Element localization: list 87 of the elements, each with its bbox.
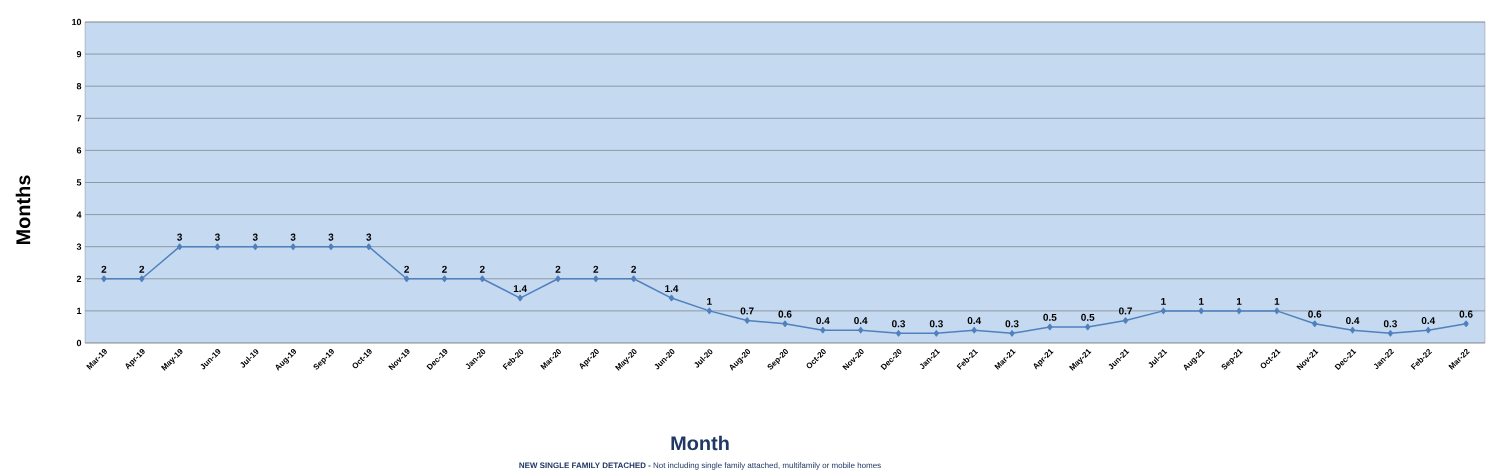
data-label: 2 [442, 265, 447, 273]
data-label: 3 [366, 233, 372, 241]
y-tick-label: 2 [76, 275, 82, 282]
data-label: 0.7 [1119, 307, 1133, 315]
point [1160, 307, 1166, 315]
point [479, 275, 485, 283]
data-label: 0.6 [1308, 310, 1322, 318]
data-label: 1 [1274, 297, 1280, 305]
point [366, 243, 372, 250]
data-label: 0.3 [891, 320, 906, 328]
data-label: 0.4 [967, 317, 982, 325]
point [555, 275, 561, 283]
data-label: 0.3 [1383, 320, 1397, 328]
data-label: 0.4 [854, 317, 868, 325]
data-label: 0.4 [816, 317, 830, 325]
data-label: 2 [631, 265, 637, 273]
y-tick-label: 1 [77, 307, 82, 314]
data-label: 2 [404, 265, 409, 273]
point [1312, 320, 1318, 327]
point [933, 330, 939, 337]
point [176, 243, 183, 250]
data-label: 2 [479, 265, 485, 273]
point [1425, 326, 1431, 334]
point [404, 275, 410, 283]
data-label: 0.5 [1081, 313, 1095, 321]
data-label: 3 [214, 233, 220, 241]
point [593, 275, 599, 283]
point [782, 320, 788, 327]
y-tick-label: 4 [76, 211, 82, 218]
point [1047, 323, 1053, 331]
data-label: 1 [1161, 297, 1166, 305]
data-label: 0.5 [1043, 313, 1057, 321]
point [631, 275, 637, 283]
point [328, 243, 334, 250]
point [971, 326, 977, 334]
point [706, 307, 712, 315]
y-tick-label: 6 [76, 147, 82, 154]
point [1198, 307, 1204, 315]
point [1463, 320, 1469, 327]
data-label: 2 [555, 265, 561, 273]
point [1387, 330, 1394, 337]
point [1236, 307, 1242, 315]
point [1349, 326, 1356, 334]
data-label: 2 [593, 265, 599, 273]
y-tick-label: 10 [72, 18, 82, 26]
data-label: 3 [328, 233, 334, 241]
point [858, 326, 864, 334]
data-label: 1 [1236, 297, 1242, 305]
point [1274, 307, 1280, 315]
y-tick-label: 3 [76, 243, 82, 250]
point [1009, 330, 1015, 337]
y-tick-label: 9 [76, 50, 82, 58]
data-label: 0.3 [929, 320, 943, 328]
point [1085, 323, 1091, 331]
y-tick-label: 0 [76, 339, 82, 347]
point [441, 275, 448, 283]
data-label: 1 [707, 297, 712, 305]
y-tick-label: 8 [76, 83, 82, 90]
data-label: 1.4 [513, 285, 528, 292]
point [1122, 317, 1129, 324]
point [820, 326, 826, 334]
data-label: 0.4 [1421, 317, 1436, 325]
point [101, 275, 107, 283]
y-axis-title: Months [15, 175, 31, 245]
data-label: 1.4 [665, 285, 679, 292]
data-label: 2 [101, 265, 107, 273]
point [895, 330, 902, 337]
data-label: 0.7 [740, 307, 754, 315]
x-axis-title: Month [671, 435, 729, 451]
point [214, 243, 221, 250]
data-label: 0.4 [1346, 317, 1360, 325]
point [252, 243, 258, 250]
data-label: 3 [177, 233, 183, 241]
point [139, 275, 145, 283]
data-label: 0.3 [1005, 320, 1019, 328]
y-tick-label: 7 [76, 115, 82, 122]
point [668, 294, 675, 302]
point [517, 294, 523, 302]
point [290, 243, 296, 250]
y-tick-label: 5 [76, 179, 82, 186]
point [744, 317, 750, 324]
data-label: 0.6 [1459, 310, 1473, 318]
data-label: 2 [139, 265, 145, 273]
data-label: 3 [252, 233, 258, 241]
data-label: 1 [1199, 297, 1204, 305]
data-label: 0.6 [778, 310, 792, 318]
data-label: 3 [290, 233, 296, 241]
